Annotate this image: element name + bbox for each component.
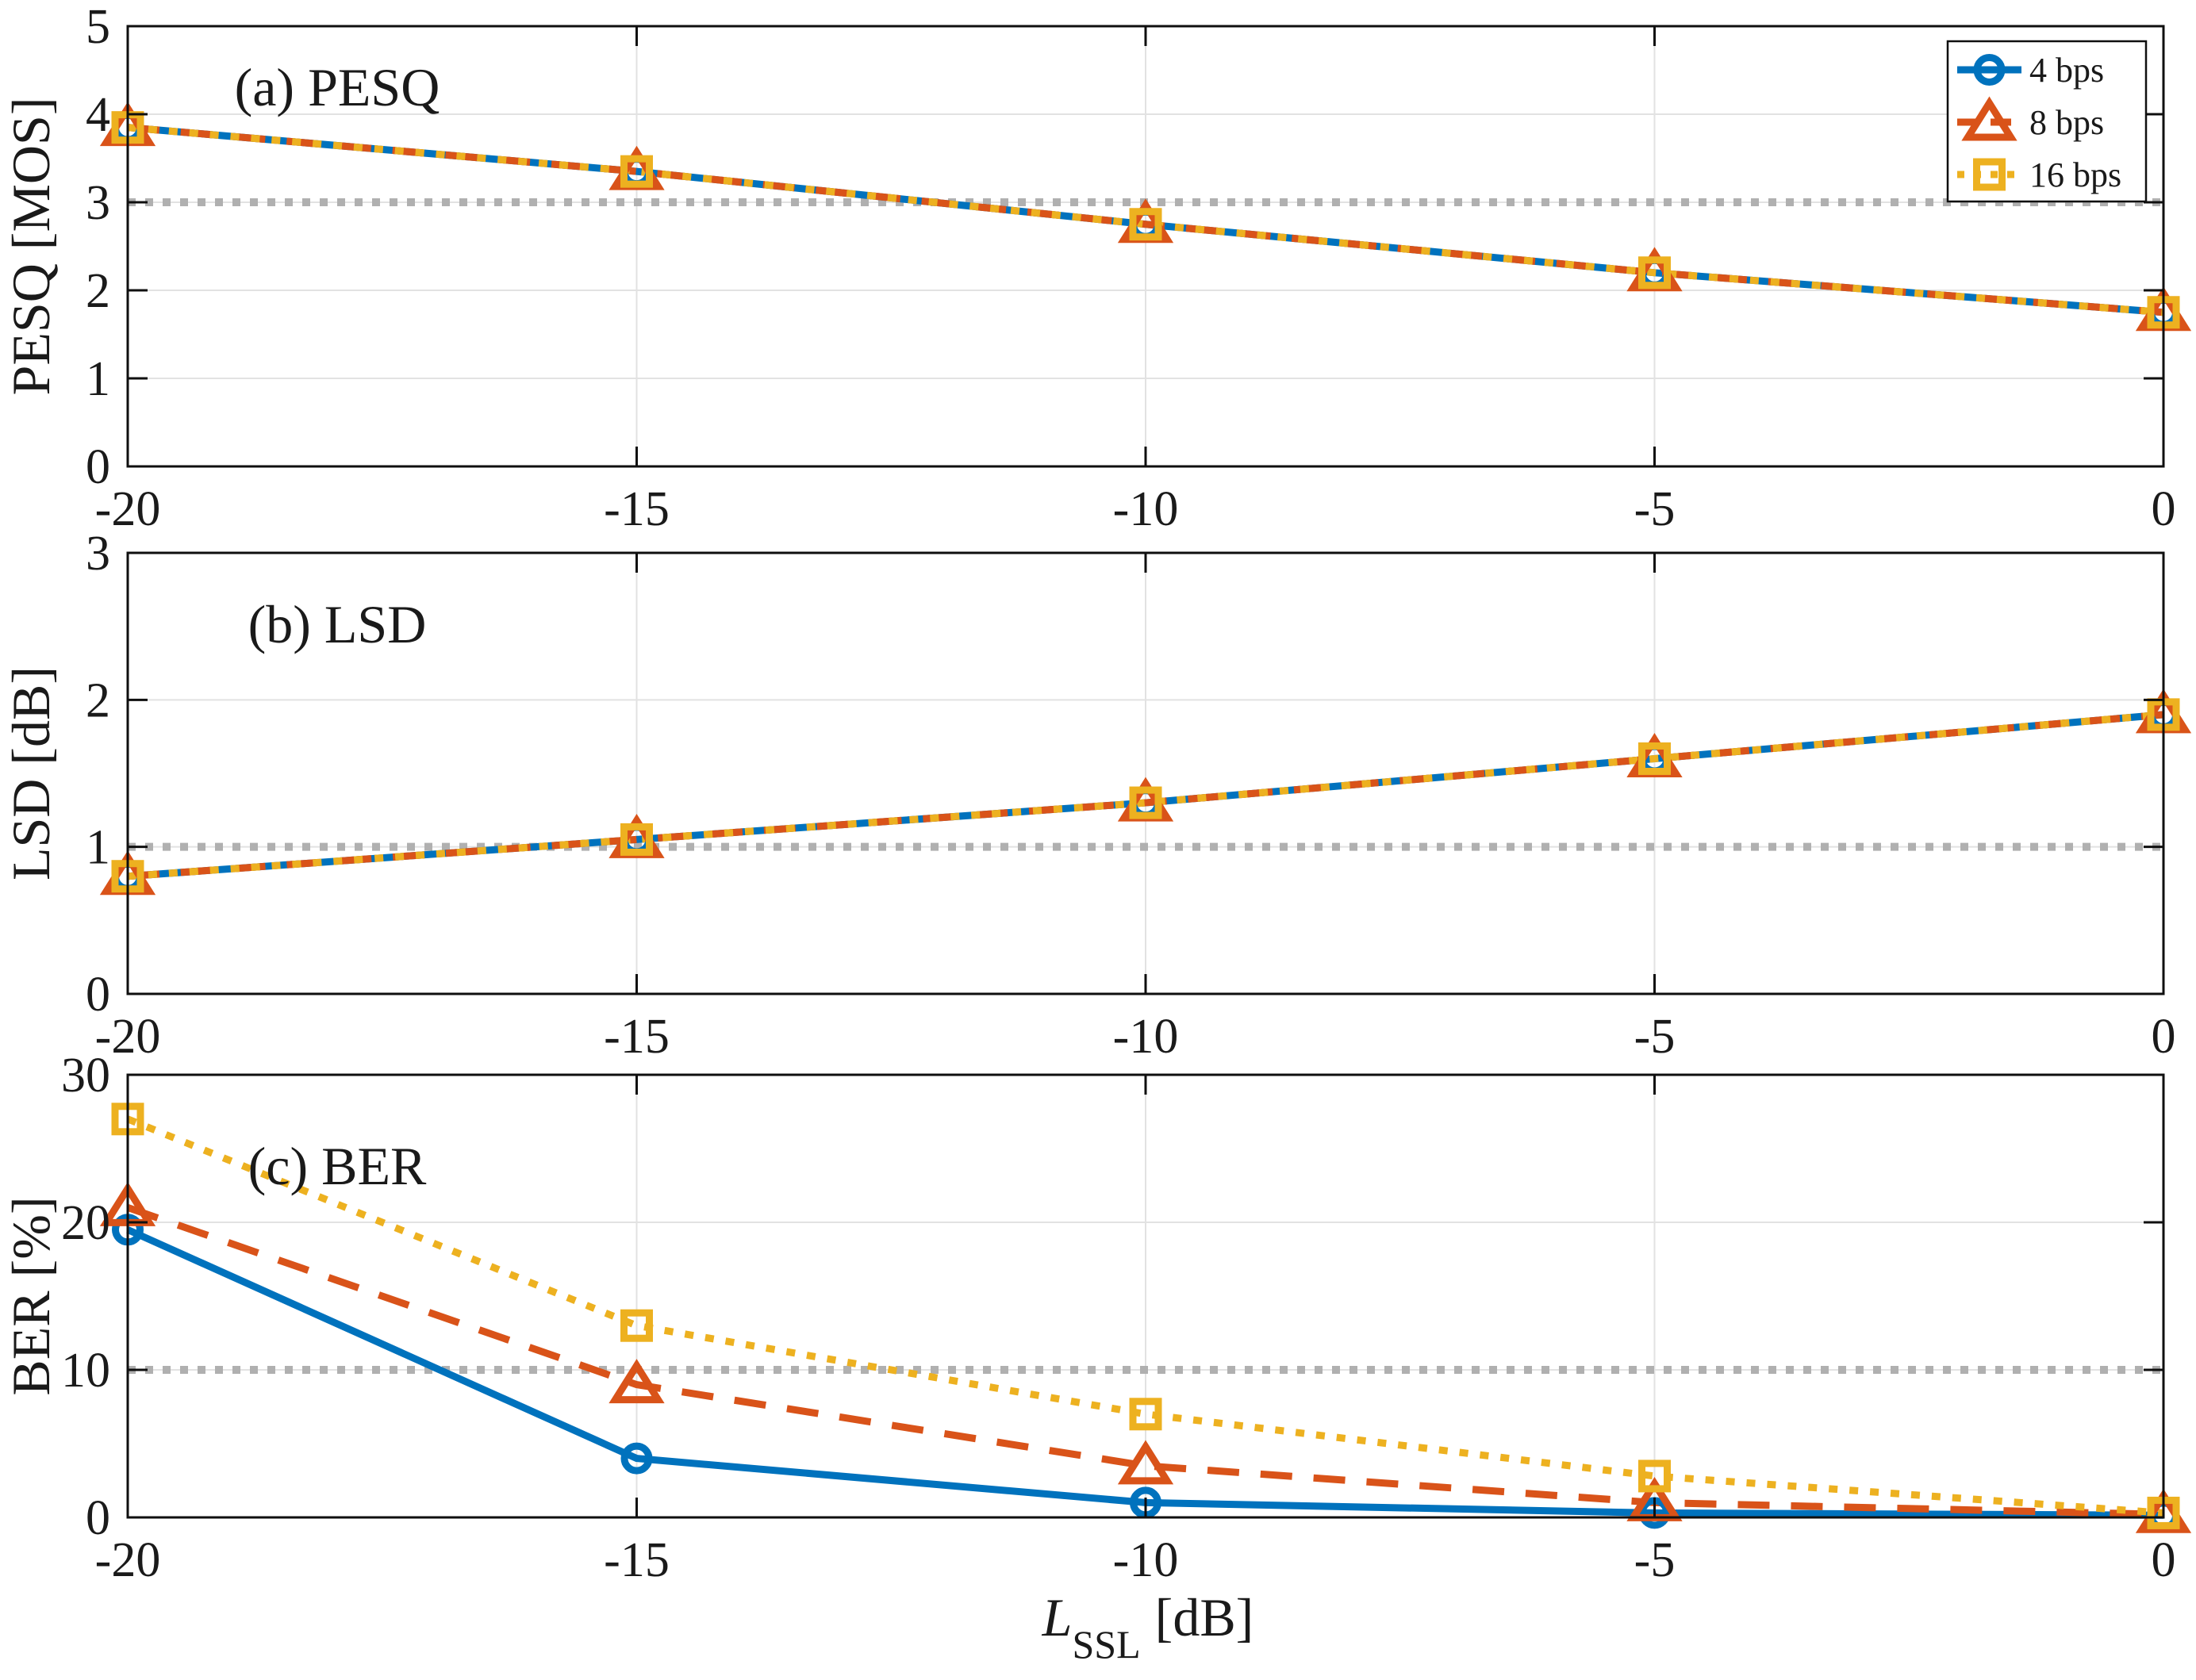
x-tick-label: -20 (95, 1533, 161, 1587)
legend-marker-square (1973, 158, 2006, 191)
y-tick-label: 0 (86, 1491, 110, 1545)
x-axis-label-unit: [dB] (1155, 1587, 1254, 1647)
marker-square-16-bps (1129, 1398, 1162, 1431)
legend-marker-circle (1973, 54, 2006, 86)
legend-entry-4-bps: 4 bps (1957, 51, 2104, 90)
legend-entry-8-bps: 8 bps (1957, 96, 2104, 142)
legend-box: 4 bps 8 bps 16 bps (1946, 40, 2148, 203)
y-tick-label: 1 (86, 821, 110, 875)
x-tick-label: -5 (1634, 1533, 1676, 1587)
panel-title: (c) BER (248, 1136, 427, 1196)
x-tick-label: -10 (1113, 482, 1179, 536)
y-tick-label: 4 (86, 88, 110, 142)
marker-square-16-bps (1129, 208, 1162, 241)
x-axis-label-subscript: SSL (1073, 1622, 1141, 1667)
y-tick-label: 3 (86, 176, 110, 230)
subplot-b: 0 1 2 3 -20 -15 -10 -5 0 (b) LSD LSD [dB] (1, 527, 2192, 1064)
y-tick-label: 5 (86, 0, 110, 54)
legend-entry-16-bps: 16 bps (1957, 155, 2121, 194)
y-axis-label: LSD [dB] (1, 666, 61, 880)
marker-square-16-bps (620, 1309, 653, 1342)
y-axis-label: BER [%] (1, 1196, 61, 1395)
y-tick-label: 2 (86, 264, 110, 318)
marker-square-16-bps (1638, 1459, 1671, 1493)
y-axis-label: PESQ [MOS] (1, 98, 61, 396)
x-axis-label: LSSL [dB] (1042, 1587, 1254, 1667)
x-tick-label: -5 (1634, 1010, 1676, 1064)
legend-label: 16 bps (2029, 155, 2121, 194)
marker-square-16-bps (620, 823, 653, 856)
y-tick-label: 0 (86, 440, 110, 494)
legend-label: 8 bps (2029, 103, 2104, 142)
marker-square-16-bps (1129, 786, 1162, 819)
y-tick-label: 3 (86, 527, 110, 581)
marker-square-16-bps (620, 155, 653, 188)
y-tick-label: 2 (86, 673, 110, 727)
x-tick-label: 0 (2152, 1533, 2176, 1587)
marker-triangle-up-8-bps (1117, 1440, 1174, 1485)
x-tick-label: -20 (95, 482, 161, 536)
y-tick-label: 1 (86, 352, 110, 406)
x-tick-label: -15 (604, 482, 670, 536)
y-tick-label: 0 (86, 968, 110, 1022)
marker-triangle-up-8-bps (609, 1359, 665, 1404)
panel-title: (a) PESQ (235, 57, 440, 117)
y-tick-label: 30 (61, 1049, 110, 1103)
x-tick-label: -5 (1634, 482, 1676, 536)
series-line-8-bps (127, 124, 2164, 316)
legend-marker-triangle-up (1961, 96, 2017, 141)
x-tick-label: -15 (604, 1010, 670, 1064)
legend-label: 4 bps (2029, 51, 2104, 90)
marker-square-16-bps (1638, 742, 1671, 775)
x-tick-label: 0 (2152, 482, 2176, 536)
marker-circle-4-bps (620, 1442, 653, 1475)
x-tick-label: -10 (1113, 1010, 1179, 1064)
marker-square-16-bps (1638, 256, 1671, 290)
subplot-c: 0 10 20 30 -20 -15 -10 -5 0 (c) BER BER [%] (1, 1049, 2192, 1587)
series-line-8-bps (127, 711, 2164, 880)
x-tick-label: 0 (2152, 1010, 2176, 1064)
y-tick-label: 10 (61, 1344, 110, 1398)
x-axis-label-variable: L (1042, 1587, 1073, 1647)
subplot-a: 0 1 2 3 4 5 -20 -15 -10 -5 0 (a) PESQ PESQ [MOS] (1, 0, 2192, 536)
panel-title: (b) LSD (248, 594, 427, 654)
x-tick-label: -10 (1113, 1533, 1179, 1587)
x-tick-label: -15 (604, 1533, 670, 1587)
x-tick-label: -20 (95, 1010, 161, 1064)
y-tick-label: 20 (61, 1196, 110, 1250)
